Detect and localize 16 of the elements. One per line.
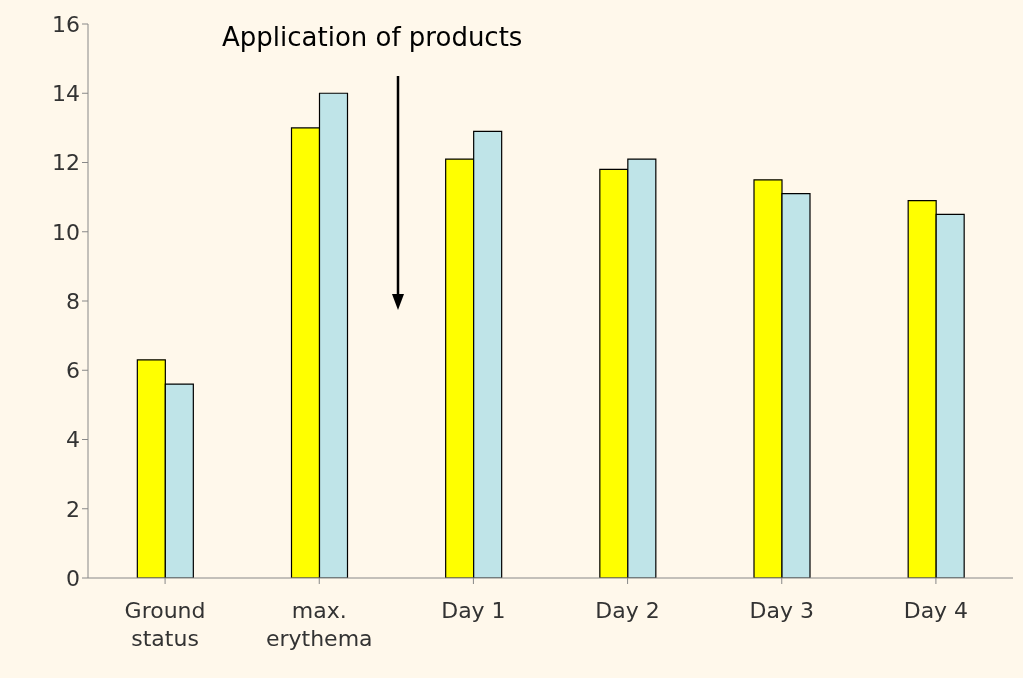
x-tick-label: Day 3 [749, 598, 814, 623]
y-tick-label: 6 [66, 358, 80, 384]
y-tick-label: 12 [52, 150, 80, 176]
y-tick-label: 2 [66, 496, 80, 522]
y-tick-label: 16 [52, 11, 80, 37]
x-tick-label: Day 4 [903, 598, 969, 623]
y-tick-label: 0 [66, 565, 80, 591]
y-tick-label: 10 [52, 219, 80, 245]
x-tick-label: Day 2 [595, 598, 660, 623]
y-tick-label: 8 [66, 288, 80, 314]
x-tick-label: Day 1 [441, 598, 506, 623]
y-tick-label: 4 [66, 427, 80, 453]
y-tick-label: 14 [52, 81, 80, 107]
annotation: Application of products [222, 22, 523, 52]
x-tick-label: max. erythema [265, 598, 373, 651]
x-tick-label: Ground status [124, 598, 206, 651]
